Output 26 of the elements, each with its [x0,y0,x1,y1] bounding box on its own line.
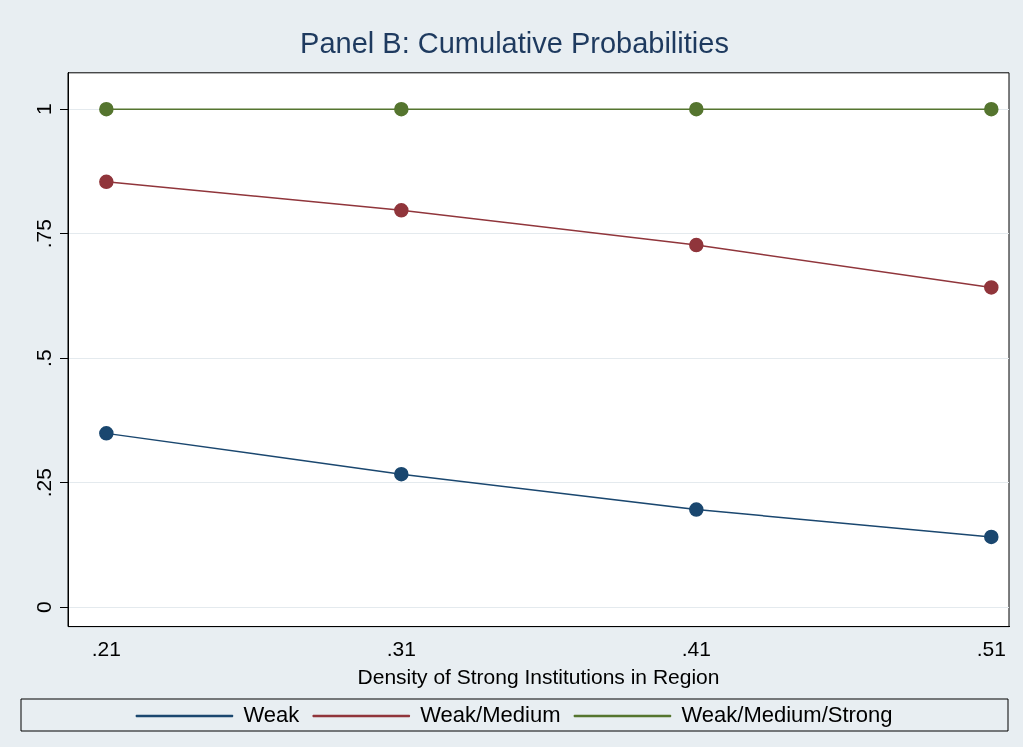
x-tick-label: .41 [681,637,711,660]
point [99,426,114,441]
y-tick-label: 1 [32,103,56,115]
x-tick-label: .21 [91,637,121,660]
point [394,203,409,218]
point [984,101,999,117]
point [394,101,409,117]
x-tick-label: .51 [976,637,1006,660]
chart-title: Panel B: Cumulative Probabilities [300,27,729,60]
legend-label: Weak/Medium [420,702,561,728]
legend-label: Weak/Medium/Strong [681,702,893,728]
legend-label: Weak [243,702,301,728]
point [689,237,704,253]
point [984,280,999,295]
y-tick-label: .25 [32,468,56,498]
point [689,101,704,117]
x-axis-title: Density of Strong Institutions in Region [357,665,720,689]
y-tick-label: .75 [32,219,56,249]
y-tick-label: 0 [32,601,56,614]
point [984,529,999,545]
point [394,466,409,482]
x-tick-label: .31 [386,637,416,660]
point [99,174,114,190]
point [99,101,114,117]
point [689,502,704,517]
y-tick-label: .5 [32,349,56,367]
